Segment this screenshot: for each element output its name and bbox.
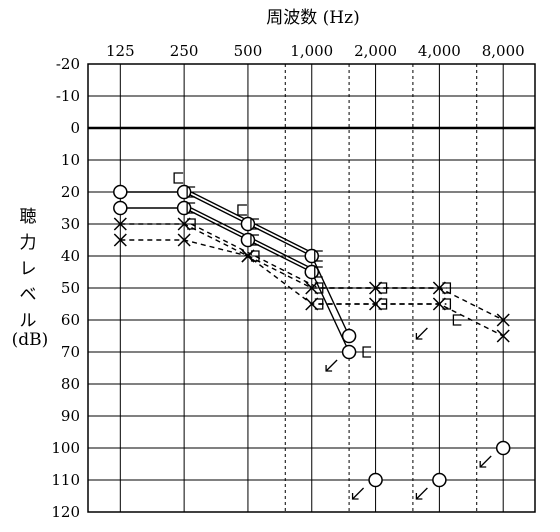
arrow-head xyxy=(415,493,423,500)
y-tick-label: 20 xyxy=(61,183,80,201)
arrow-head xyxy=(479,461,487,468)
y-tick-label: 110 xyxy=(51,471,80,489)
cross-marker xyxy=(369,281,383,295)
cross-marker xyxy=(496,329,510,343)
series-line xyxy=(190,223,447,289)
cross-marker xyxy=(177,233,191,247)
bracket-marker xyxy=(378,282,388,294)
y-tick-label: 70 xyxy=(61,343,80,361)
x-tick-label: 250 xyxy=(170,42,199,60)
x-axis-title: 周波数 (Hz) xyxy=(266,8,359,28)
y-tick-label: 40 xyxy=(61,247,80,265)
y-axis-title-char: 力 xyxy=(20,233,37,253)
y-axis-title-char: ル xyxy=(20,311,37,331)
cross-marker xyxy=(113,233,127,247)
arrow-head xyxy=(351,493,359,500)
circle-marker xyxy=(368,472,383,488)
y-axis-title-char: レ xyxy=(20,259,37,279)
bracket-marker xyxy=(186,202,196,214)
x-tick-label: 4,000 xyxy=(418,42,461,60)
circle-marker xyxy=(341,328,357,344)
y-tick-label: 10 xyxy=(61,151,80,169)
y-tick-label: 80 xyxy=(61,375,80,393)
x-tick-label: 500 xyxy=(234,42,263,60)
arrow-shaft xyxy=(325,359,338,372)
bracket-marker xyxy=(442,282,452,294)
bracket-marker xyxy=(442,298,452,310)
scale-out-arrows xyxy=(325,327,492,500)
bracket-marker xyxy=(314,266,323,278)
bracket-marker xyxy=(378,298,388,310)
cross-marker xyxy=(432,281,446,295)
circle-marker xyxy=(113,200,128,216)
y-tick-label: -10 xyxy=(56,87,80,105)
arrow-shaft xyxy=(352,487,365,500)
bracket-marker xyxy=(250,218,259,230)
y-axis-title-char: ベ xyxy=(20,285,37,305)
circle-marker xyxy=(341,344,357,360)
x-tick-label: 125 xyxy=(106,42,135,60)
arrow-shaft xyxy=(479,455,492,468)
bracket-marker xyxy=(362,346,372,358)
arrow-shaft xyxy=(415,487,428,500)
arrow-head xyxy=(415,333,423,340)
cross-marker xyxy=(113,217,127,231)
arrow-head xyxy=(325,365,333,372)
x-tick-label: 2,000 xyxy=(354,42,397,60)
cross-marker xyxy=(305,297,319,311)
y-tick-label: 0 xyxy=(70,119,80,137)
x-tick-label: 8,000 xyxy=(482,42,525,60)
bracket-marker xyxy=(237,204,247,216)
circle-marker xyxy=(432,472,447,488)
x-tick-label: 1,000 xyxy=(290,42,333,60)
y-tick-labels: -20 -10 0 10 20 30 40 50 60 70 80 90 100 110 120 xyxy=(51,55,80,521)
bracket-marker xyxy=(314,282,324,294)
y-tick-label: 100 xyxy=(51,439,80,457)
y-tick-label: -20 xyxy=(56,55,80,73)
cross-marker xyxy=(432,297,446,311)
cross-marker xyxy=(369,297,383,311)
y-tick-label: 90 xyxy=(61,407,80,425)
y-tick-label: 30 xyxy=(61,215,80,233)
arrow-shaft xyxy=(415,327,428,340)
bracket-marker xyxy=(250,250,260,262)
bracket-marker xyxy=(452,314,462,326)
cross-marker xyxy=(496,313,510,327)
cross-marker xyxy=(305,281,319,295)
circle-marker xyxy=(495,440,511,456)
bracket-marker xyxy=(187,218,196,230)
y-tick-label: 50 xyxy=(61,279,80,297)
x-tick-labels: 125 250 500 1,000 2,000 4,000 8,000 xyxy=(106,42,525,60)
bracket-marker xyxy=(314,298,324,310)
cross-marker xyxy=(177,217,191,231)
y-tick-label: 60 xyxy=(61,311,80,329)
bracket-marker xyxy=(250,234,259,246)
cross-marker xyxy=(241,249,255,263)
circle-marker xyxy=(113,184,128,200)
bracket-marker xyxy=(186,186,196,198)
y-axis-title-unit: (dB) xyxy=(12,330,49,350)
bracket-marker xyxy=(173,172,184,184)
bracket-marker xyxy=(314,250,323,262)
y-tick-label: 120 xyxy=(51,503,80,521)
y-axis-title-char: 聴 xyxy=(20,207,37,227)
data-markers xyxy=(113,172,511,488)
